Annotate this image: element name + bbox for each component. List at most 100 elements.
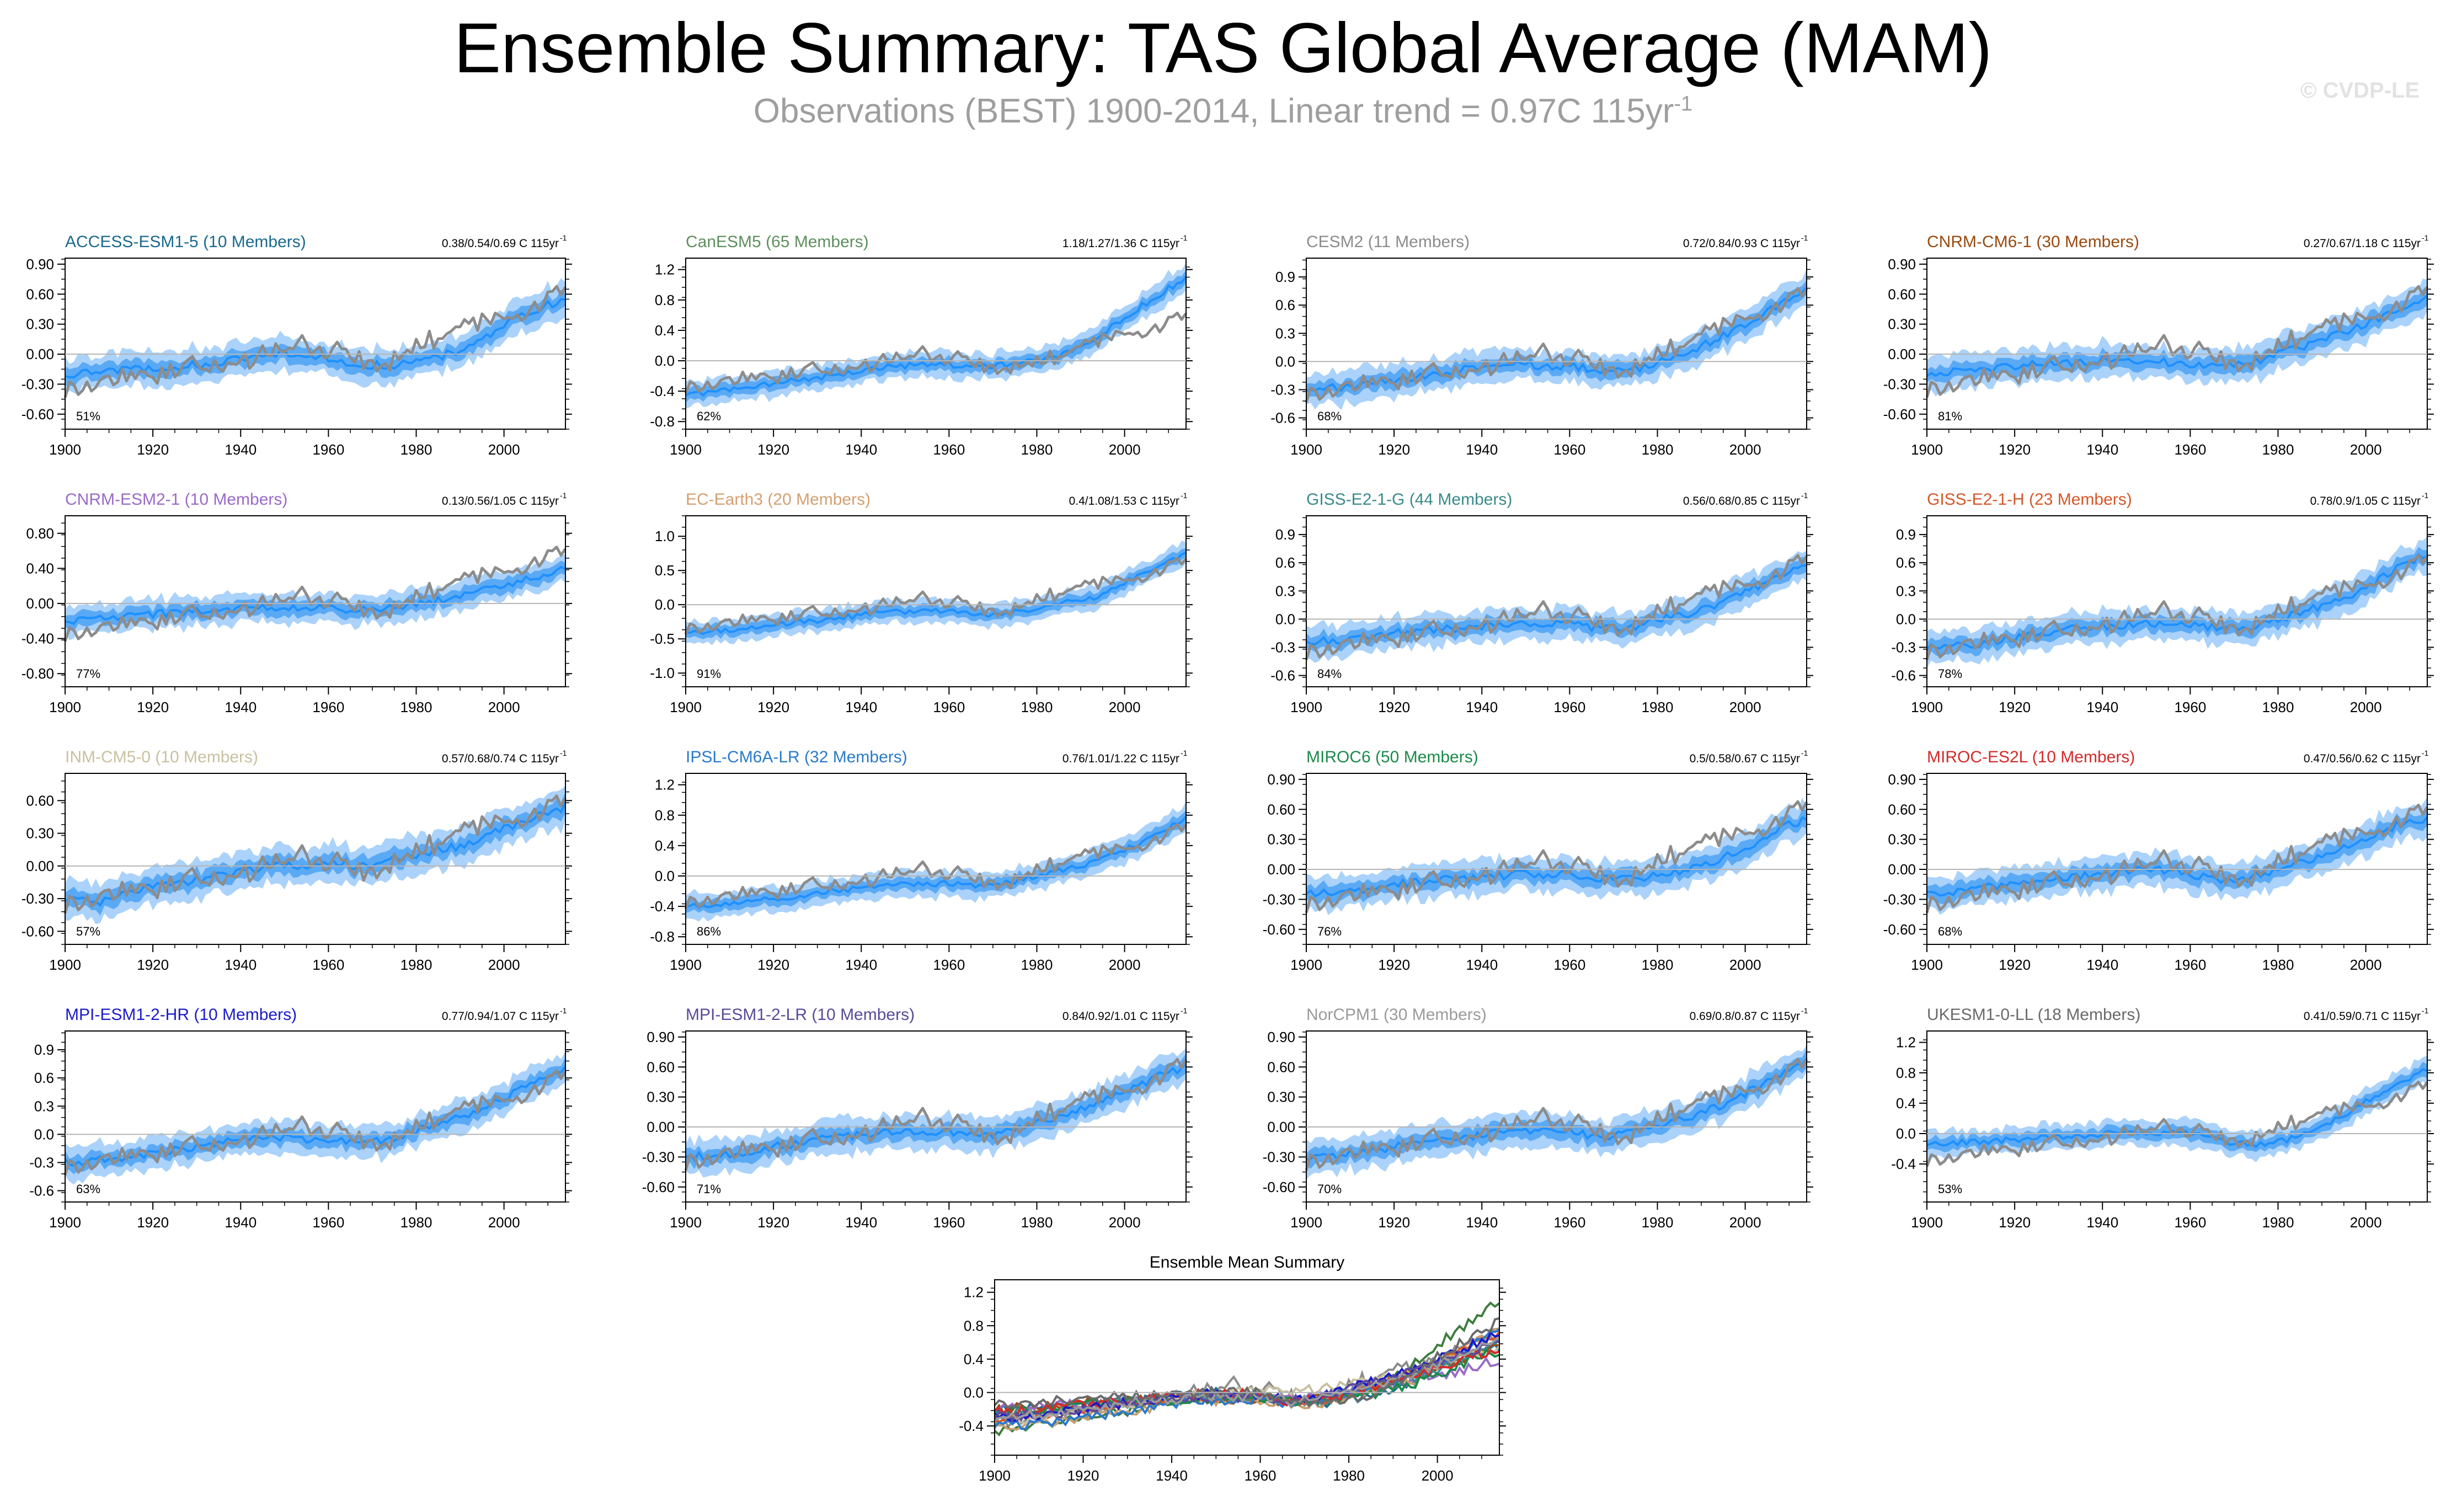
- panel-3-ytick-label: -0.6: [1270, 410, 1295, 426]
- panel-10-xtick-label: 1960: [933, 957, 965, 973]
- panel-13-inner-band: [65, 1057, 565, 1174]
- panel-8-xtick-label: 1920: [1999, 699, 2031, 715]
- panel-13-frame: [65, 1030, 566, 1203]
- panel-5-xtick-label: 1980: [400, 699, 432, 715]
- panel-8-ytick-label: -0.3: [1891, 639, 1916, 655]
- panel-2-observations-line: [684, 311, 1188, 394]
- panel-9-trend-exponent: -1: [560, 749, 567, 757]
- panel-9-xtick-label: 1920: [137, 957, 169, 973]
- panel-16-ensemble-mean-line: [1926, 1068, 2428, 1148]
- panel-7-outer-band: [1306, 551, 1807, 663]
- panel-4-xtick-label: 1940: [2086, 441, 2118, 458]
- summary-panel-xtick-label: 1900: [979, 1467, 1011, 1484]
- panel-5-ytick-label: -0.40: [22, 631, 54, 647]
- panel-3-xtick-label: 1940: [1466, 441, 1498, 458]
- panel-5-xtick-label: 1960: [312, 699, 344, 715]
- page-title: Ensemble Summary: TAS Global Average (MA…: [453, 9, 1993, 88]
- panel-1-xtick-label: 1920: [137, 441, 169, 458]
- panel-5-outer-band: [65, 554, 565, 640]
- panel-2-ytick-label: -0.4: [650, 383, 675, 399]
- panel-12-xtick-label: 1920: [1999, 957, 2031, 973]
- panel-1-xtick-label: 2000: [488, 441, 520, 458]
- panel-7-xtick-label: 1920: [1378, 699, 1410, 715]
- panel-8-ytick-label: 0.0: [1896, 611, 1916, 627]
- panel-16-percent-label: 53%: [1938, 1182, 1962, 1196]
- panel-1-xtick-label: 1900: [49, 441, 81, 458]
- panel-2-title: CanESM5 (65 Members): [686, 233, 869, 251]
- panel-4-ytick-label: 0.00: [1888, 346, 1916, 362]
- panel-12-ytick-label: 0.90: [1888, 771, 1916, 788]
- panel-5-trend-label: 0.13/0.56/1.05 C 115yr: [442, 495, 559, 507]
- panel-2-xtick-label: 1980: [1021, 441, 1053, 458]
- panel-10-trend-exponent: -1: [1181, 749, 1188, 757]
- panel-9-title: INM-CM5-0 (10 Members): [65, 748, 258, 766]
- panel-6: 1.0 0.5 0.0 -0.5 -1.0 1900 1920 1940 1960 1980 200…: [650, 490, 1193, 715]
- panel-13-xtick-label: 1920: [137, 1214, 169, 1231]
- panel-16-trend-exponent: -1: [2422, 1006, 2429, 1015]
- panel-3-ytick-label: 0.9: [1275, 269, 1295, 285]
- panel-13-ytick-label: -0.6: [29, 1183, 54, 1199]
- panel-14-ytick-label: 0.30: [647, 1089, 675, 1105]
- panel-7-xtick-label: 1940: [1466, 699, 1498, 715]
- panel-7-trend-label: 0.56/0.68/0.85 C 115yr: [1683, 495, 1800, 507]
- panel-4-ytick-label: 0.90: [1888, 256, 1916, 273]
- panel-10-ytick-label: 0.8: [655, 807, 675, 824]
- panel-10-title: IPSL-CM6A-LR (32 Members): [686, 748, 907, 766]
- panel-13-xtick-label: 1960: [312, 1214, 344, 1231]
- panel-15-ensemble-mean-line: [1306, 1057, 1808, 1161]
- panel-1-ensemble-mean-line: [65, 298, 566, 379]
- panel-11-ytick-label: 0.00: [1267, 861, 1295, 878]
- panel-7-ensemble-mean-line: [1306, 564, 1807, 646]
- panel-4-ytick-label: -0.60: [1883, 406, 1916, 423]
- panel-6-ytick-label: 0.0: [655, 596, 675, 613]
- panel-12-trend-label: 0.47/0.56/0.62 C 115yr: [2304, 752, 2421, 765]
- summary-panel-xtick-label: 2000: [1422, 1467, 1454, 1484]
- panel-11-ytick-label: 0.90: [1267, 771, 1295, 788]
- panel-8-trend-exponent: -1: [2422, 491, 2429, 500]
- panel-4-ytick-label: -0.30: [1883, 376, 1916, 392]
- panel-6-trend-exponent: -1: [1181, 491, 1188, 500]
- panel-16-ytick-label: 1.2: [1896, 1034, 1916, 1051]
- panel-14-ensemble-mean-line: [685, 1062, 1187, 1162]
- panel-9-xtick-label: 1940: [225, 957, 257, 973]
- panel-5-xtick-label: 1900: [49, 699, 81, 715]
- panel-11-ytick-label: -0.30: [1263, 891, 1295, 907]
- panel-3-ytick-label: 0.3: [1275, 325, 1295, 341]
- panel-15-xtick-label: 1940: [1466, 1214, 1498, 1231]
- panel-12-title: MIROC-ES2L (10 Members): [1927, 748, 2135, 766]
- panel-13-xtick-label: 2000: [488, 1214, 520, 1231]
- panel-7-xtick-label: 1900: [1290, 699, 1322, 715]
- panel-12-ensemble-mean-line: [1926, 816, 2428, 897]
- panel-4: 0.90 0.60 0.30 0.00 -0.30 -0.60 1900 1920 1940 19…: [1883, 233, 2434, 458]
- panel-2-ytick-label: 0.8: [655, 292, 675, 308]
- panel-10-percent-label: 86%: [697, 925, 721, 938]
- panel-14-ytick-label: -0.30: [642, 1148, 675, 1165]
- panel-6-observations-line: [684, 557, 1187, 635]
- panel-6-xtick-label: 1980: [1021, 699, 1053, 715]
- panel-6-percent-label: 91%: [697, 667, 721, 681]
- panel-9-trend-label: 0.57/0.68/0.74 C 115yr: [442, 752, 559, 765]
- panel-16-xtick-label: 1980: [2262, 1214, 2294, 1231]
- panel-13-trend-label: 0.77/0.94/1.07 C 115yr: [442, 1010, 559, 1023]
- panel-9-ytick-label: 0.00: [26, 858, 54, 874]
- panel-15-ytick-label: -0.60: [1263, 1179, 1295, 1195]
- panel-13-outer-band: [65, 1051, 565, 1185]
- panel-2: 1.2 0.8 0.4 0.0 -0.4 -0.8 1900 1920 1940 1960 1980…: [650, 233, 1193, 458]
- panel-8-xtick-label: 2000: [2350, 699, 2382, 715]
- panel-7-ytick-label: 0.0: [1275, 611, 1295, 627]
- panel-11-xtick-label: 1980: [1642, 957, 1674, 973]
- panel-6-xtick-label: 1920: [757, 699, 789, 715]
- panel-4-xtick-label: 1960: [2174, 441, 2206, 458]
- panel-13: 0.9 0.6 0.3 0.0 -0.3 -0.6 1900 1920 1940 1960 1980…: [29, 1006, 572, 1231]
- panel-12-trend-exponent: -1: [2422, 749, 2429, 757]
- summary-panel-xtick-label: 1920: [1067, 1467, 1099, 1484]
- summary-panel-ytick-label: 0.0: [964, 1384, 984, 1401]
- panel-14-title: MPI-ESM1-2-LR (10 Members): [686, 1006, 915, 1024]
- panel-8-xtick-label: 1900: [1911, 699, 1943, 715]
- panel-14-observations-line: [684, 1057, 1188, 1171]
- panel-8: 0.9 0.6 0.3 0.0 -0.3 -0.6 1900 1920 1940 1960 1980…: [1891, 490, 2434, 715]
- panel-15-percent-label: 70%: [1317, 1182, 1342, 1196]
- panel-4-observations-line: [1925, 285, 2429, 398]
- panel-5-xtick-label: 1940: [225, 699, 257, 715]
- panel-12-percent-label: 68%: [1938, 925, 1962, 938]
